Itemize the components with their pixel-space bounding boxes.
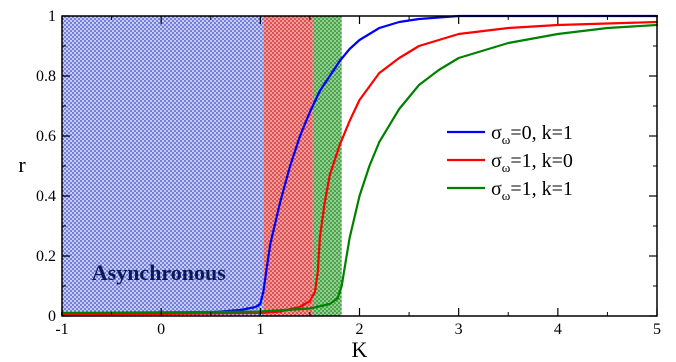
y-axis-label: r (18, 152, 26, 177)
axis-labels: Asynchronous Kr (18, 152, 367, 362)
series-lines (60, 14, 659, 316)
legend-entry-2: σω=1, k=0 (491, 150, 573, 175)
series-line-1 (60, 14, 659, 316)
y-tick-label: 1 (48, 8, 56, 25)
x-axis-label: K (352, 337, 368, 362)
y-tick-label: 0.2 (36, 248, 56, 265)
x-tick-label: 0 (157, 321, 165, 338)
legend: σω=0, k=1 σω=1, k=0 σω=1, k=1 (447, 122, 573, 203)
region-blue (62, 16, 264, 316)
x-tick-label: 4 (554, 321, 562, 338)
y-tick-label: 0.8 (36, 68, 56, 85)
y-tick-label: 0.6 (36, 128, 56, 145)
y-tick-label: 0 (48, 308, 56, 325)
x-tick-label: 5 (653, 321, 661, 338)
legend-entry-3: σω=1, k=1 (491, 178, 573, 203)
series-line-3 (60, 23, 659, 315)
x-tick-label: 2 (356, 321, 364, 338)
x-tick-label: -1 (55, 321, 68, 338)
region-red (263, 16, 313, 316)
shaded-regions (62, 16, 342, 316)
ticks: -1 0 1 2 3 4 500.20.40.60.81 (36, 8, 661, 338)
x-tick-label: 1 (256, 321, 264, 338)
x-tick-label: 3 (455, 321, 463, 338)
legend-entry-1: σω=0, k=1 (491, 122, 573, 147)
region-label-asynchronous: Asynchronous (92, 260, 227, 285)
y-tick-label: 0.4 (36, 188, 56, 205)
